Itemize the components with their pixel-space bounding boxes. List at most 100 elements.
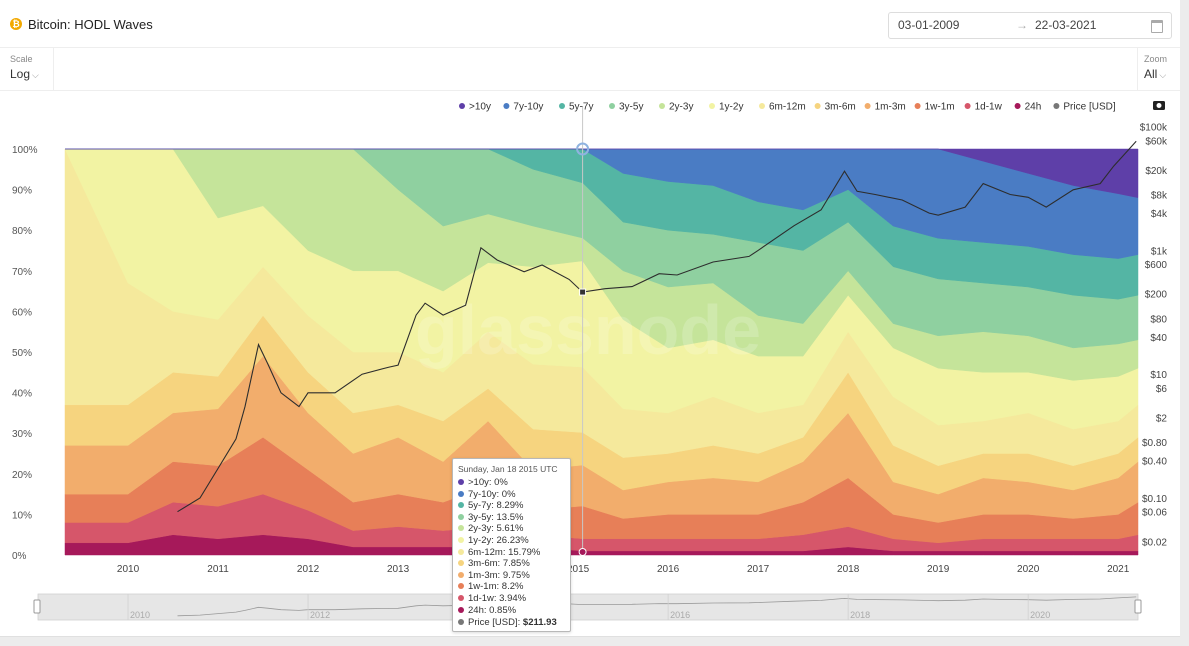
divider <box>53 48 54 90</box>
chart-card: ₿ Bitcoin: HODL Waves 03-01-2009 → 22-03… <box>0 0 1180 637</box>
y-right-tick-label: $0.02 <box>1142 537 1167 548</box>
tooltip-row-label: 3y-5y: 13.5% <box>468 511 524 523</box>
watermark: glassnode <box>415 291 761 369</box>
navigator-tick-label: 2010 <box>130 610 150 620</box>
y-tick-label: 50% <box>12 348 32 359</box>
tooltip-row-label: 5y-7y: 8.29% <box>468 500 524 512</box>
y-right-tick-label: $0.10 <box>1142 494 1167 505</box>
legend-item[interactable]: 1y-2y <box>719 102 743 113</box>
legend-dot-icon <box>814 103 821 109</box>
arrow-right-icon: → <box>1016 18 1028 32</box>
y-right-tick-label: $6 <box>1156 384 1168 395</box>
page-title: Bitcoin: HODL Waves <box>28 17 153 32</box>
x-tick-label: 2011 <box>207 564 229 575</box>
chevron-down-icon: ⌵ <box>1159 70 1167 80</box>
legend-item[interactable]: 6m-12m <box>769 102 806 113</box>
tooltip-row: 1w-1m: 8.2% <box>458 581 523 592</box>
y-right-tick-label: $10 <box>1150 370 1167 381</box>
series-dot-icon <box>458 502 464 509</box>
series-dot-icon <box>458 548 464 555</box>
y-right-tick-label: $40 <box>1150 333 1167 344</box>
x-tick-label: 2016 <box>657 564 680 575</box>
y-tick-label: 70% <box>12 267 32 278</box>
scale-label: Scale <box>10 54 33 64</box>
chart-tooltip: Sunday, Jan 18 2015 UTC >10y: 0% 7y-10y: … <box>452 458 571 632</box>
tooltip-row: 7y-10y: 0% <box>458 489 516 500</box>
y-right-tick-label: $20k <box>1145 166 1168 177</box>
legend-item[interactable]: 3m-6m <box>825 102 856 113</box>
series-dot-icon <box>458 525 464 532</box>
legend-item[interactable]: 24h <box>1025 102 1042 113</box>
series-dot-icon <box>458 583 464 590</box>
scale-select[interactable]: Log ⌵ <box>10 67 39 81</box>
legend-item[interactable]: 5y-7y <box>569 102 593 113</box>
y-right-tick-label: $4k <box>1151 209 1168 220</box>
date-range-picker[interactable]: 03-01-2009 → 22-03-2021 <box>888 12 1172 39</box>
legend-dot-icon <box>1014 103 1021 109</box>
tooltip-row-label: 2y-3y: 5.61% <box>468 523 524 535</box>
hodl-waves-chart[interactable]: 0% 10% 20% 30% 40% 50% 60% 70% 80% 90% 100% glassno… <box>0 92 1180 632</box>
tooltip-row: 24h: 0.85% <box>458 605 516 616</box>
y-tick-label: 60% <box>12 307 32 318</box>
series-dot-icon <box>458 560 464 567</box>
navigator-price-line <box>177 596 1137 617</box>
y-right-tick-label: $0.80 <box>1142 438 1167 449</box>
x-tick-label: 2012 <box>297 564 320 575</box>
y-right-tick-label: $2 <box>1156 413 1168 424</box>
y-right-tick-label: $0.40 <box>1142 457 1167 468</box>
chevron-down-icon: ⌵ <box>32 70 39 80</box>
y-tick-label: 0% <box>12 551 27 562</box>
legend-item[interactable]: Price [USD] <box>1063 102 1115 113</box>
date-to-input[interactable]: 22-03-2021 <box>1035 18 1097 32</box>
tooltip-row: 3m-6m: 7.85% <box>458 558 530 569</box>
tooltip-row: 3y-5y: 13.5% <box>458 512 523 523</box>
y-right-tick-label: $60k <box>1145 136 1168 147</box>
y-tick-label: 100% <box>12 145 38 156</box>
navigator-handle-left[interactable] <box>33 599 41 614</box>
series-dot-icon <box>458 479 464 485</box>
legend-item[interactable]: 1w-1m <box>925 102 955 113</box>
x-tick-label: 2015 <box>567 564 590 575</box>
legend-item[interactable]: 1m-3m <box>875 102 906 113</box>
x-tick-label: 2018 <box>837 564 860 575</box>
legend-dot-icon <box>1053 103 1060 109</box>
legend-dot-icon <box>964 103 971 109</box>
y-tick-label: 20% <box>12 470 32 481</box>
legend-dot-icon <box>914 103 921 109</box>
y-right-tick-label: $1k <box>1151 246 1168 257</box>
legend-dot-icon <box>659 103 665 109</box>
legend-item[interactable]: >10y <box>469 102 491 113</box>
navigator-handle-right[interactable] <box>1134 599 1142 614</box>
legend-item[interactable]: 7y-10y <box>513 102 543 113</box>
y-right-tick-label: $600 <box>1145 260 1168 271</box>
date-from-input[interactable]: 03-01-2009 <box>898 18 960 32</box>
tooltip-row-label: 3m-6m: 7.85% <box>468 558 530 570</box>
calendar-icon[interactable] <box>1151 20 1163 33</box>
price-marker <box>579 288 587 296</box>
tooltip-row: 1m-3m: 9.75% <box>458 570 530 581</box>
legend-dot-icon <box>759 103 765 109</box>
tooltip-row-label: 24h: 0.85% <box>468 604 517 616</box>
legend-dot-icon <box>459 103 465 109</box>
legend-item[interactable]: 1d-1w <box>975 102 1003 113</box>
legend-item[interactable]: 3y-5y <box>619 102 643 113</box>
legend-dot-icon <box>503 103 510 109</box>
tooltip-row: 1d-1w: 3.94% <box>458 593 526 604</box>
tooltip-price-label: Price [USD]: <box>468 617 523 629</box>
navigator-range[interactable] <box>37 593 1139 621</box>
y-right-tick-label: $100k <box>1140 123 1168 134</box>
tooltip-row-label: >10y: 0% <box>468 477 508 488</box>
y-right-tick-label: $0.06 <box>1142 508 1167 519</box>
price-line <box>177 140 1137 513</box>
legend-dot-icon <box>709 103 715 109</box>
y-tick-label: 30% <box>12 429 32 440</box>
series-dot-icon <box>458 513 464 520</box>
scale-value: Log <box>10 67 31 81</box>
zoom-select[interactable]: All ⌵ <box>1144 67 1166 81</box>
tooltip-row-label: 1d-1w: 3.94% <box>468 593 527 604</box>
y-tick-label: 10% <box>12 510 32 521</box>
legend-item[interactable]: 2y-3y <box>669 102 693 113</box>
series-dot-icon <box>458 490 464 497</box>
navigator-tick-label: 2018 <box>850 610 870 620</box>
navigator-tick-label: 2020 <box>1030 610 1050 620</box>
